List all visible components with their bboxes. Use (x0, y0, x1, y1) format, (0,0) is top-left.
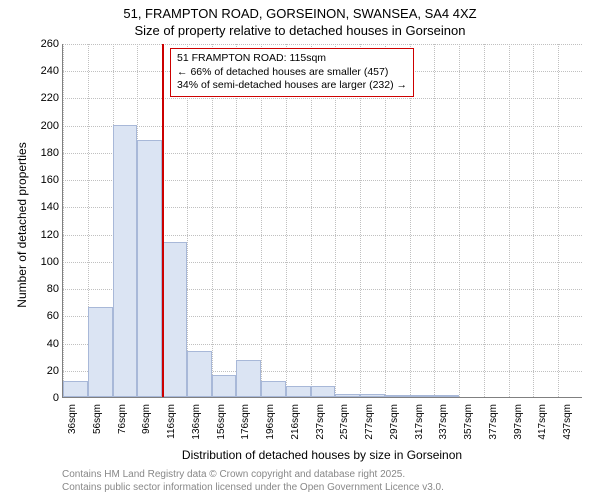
histogram-bar (311, 386, 336, 397)
histogram-bar (88, 307, 113, 397)
gridline-v (410, 44, 411, 397)
header-address: 51, FRAMPTON ROAD, GORSEINON, SWANSEA, S… (0, 6, 600, 23)
x-tick-label: 317sqm (414, 404, 425, 452)
histogram-bar (385, 395, 410, 397)
gridline-v (311, 44, 312, 397)
histogram-bar (162, 242, 187, 397)
gridline-v (360, 44, 361, 397)
gridline-v (558, 44, 559, 397)
histogram-bar (187, 351, 212, 397)
x-tick-label: 156sqm (216, 404, 227, 452)
x-tick-label: 397sqm (513, 404, 524, 452)
y-tick-label: 220 (29, 92, 59, 104)
histogram-bar (261, 381, 286, 397)
y-tick-label: 180 (29, 147, 59, 159)
x-tick-label: 237sqm (315, 404, 326, 452)
y-tick-label: 40 (29, 338, 59, 350)
gridline-v (212, 44, 213, 397)
histogram-bar (236, 360, 261, 397)
gridline-h (63, 126, 582, 127)
gridline-v (286, 44, 287, 397)
y-tick-label: 0 (29, 392, 59, 404)
x-tick-label: 377sqm (488, 404, 499, 452)
x-tick-label: 76sqm (117, 404, 128, 452)
footer-line1: Contains HM Land Registry data © Crown c… (62, 468, 444, 481)
gridline-v (63, 44, 64, 397)
y-tick-label: 20 (29, 365, 59, 377)
x-tick-label: 417sqm (537, 404, 548, 452)
x-tick-label: 96sqm (141, 404, 152, 452)
marker-line (162, 44, 164, 397)
histogram-bar (113, 125, 138, 397)
x-tick-label: 116sqm (166, 404, 177, 452)
gridline-v (484, 44, 485, 397)
y-tick-label: 160 (29, 174, 59, 186)
gridline-v (236, 44, 237, 397)
y-axis-label: Number of detached properties (15, 125, 29, 325)
x-axis-label: Distribution of detached houses by size … (62, 448, 582, 462)
gridline-v (509, 44, 510, 397)
x-tick-label: 437sqm (562, 404, 573, 452)
y-tick-label: 240 (29, 65, 59, 77)
gridline-v (533, 44, 534, 397)
gridline-v (434, 44, 435, 397)
header-subtitle: Size of property relative to detached ho… (0, 23, 600, 40)
footer-attribution: Contains HM Land Registry data © Crown c… (62, 468, 444, 494)
x-tick-label: 337sqm (438, 404, 449, 452)
histogram-bar (410, 395, 435, 397)
x-tick-label: 277sqm (364, 404, 375, 452)
x-tick-label: 357sqm (463, 404, 474, 452)
annotation-line3: 34% of semi-detached houses are larger (… (177, 79, 407, 93)
x-tick-label: 136sqm (191, 404, 202, 452)
histogram-plot: 02040608010012014016018020022024026036sq… (62, 44, 582, 398)
gridline-v (335, 44, 336, 397)
histogram-bar (137, 140, 162, 397)
gridline-h (63, 98, 582, 99)
histogram-bar (335, 394, 360, 397)
gridline-v (187, 44, 188, 397)
y-tick-label: 260 (29, 38, 59, 50)
gridline-v (261, 44, 262, 397)
gridline-h (63, 44, 582, 45)
y-tick-label: 200 (29, 120, 59, 132)
y-tick-label: 80 (29, 283, 59, 295)
gridline-v (385, 44, 386, 397)
histogram-bar (434, 395, 459, 397)
x-tick-label: 36sqm (67, 404, 78, 452)
y-tick-label: 140 (29, 201, 59, 213)
y-tick-label: 100 (29, 256, 59, 268)
x-tick-label: 216sqm (290, 404, 301, 452)
x-tick-label: 257sqm (339, 404, 350, 452)
y-tick-label: 120 (29, 229, 59, 241)
annotation-line2: ← 66% of detached houses are smaller (45… (177, 66, 407, 80)
histogram-bar (360, 394, 385, 397)
histogram-bar (212, 375, 237, 397)
gridline-v (459, 44, 460, 397)
annotation-box: 51 FRAMPTON ROAD: 115sqm← 66% of detache… (170, 48, 414, 97)
x-tick-label: 196sqm (265, 404, 276, 452)
annotation-line1: 51 FRAMPTON ROAD: 115sqm (177, 52, 407, 66)
x-tick-label: 176sqm (240, 404, 251, 452)
y-tick-label: 60 (29, 310, 59, 322)
histogram-bar (63, 381, 88, 397)
x-tick-label: 56sqm (92, 404, 103, 452)
histogram-bar (286, 386, 311, 397)
footer-line2: Contains public sector information licen… (62, 481, 444, 494)
chart-header: 51, FRAMPTON ROAD, GORSEINON, SWANSEA, S… (0, 0, 600, 40)
x-tick-label: 297sqm (389, 404, 400, 452)
